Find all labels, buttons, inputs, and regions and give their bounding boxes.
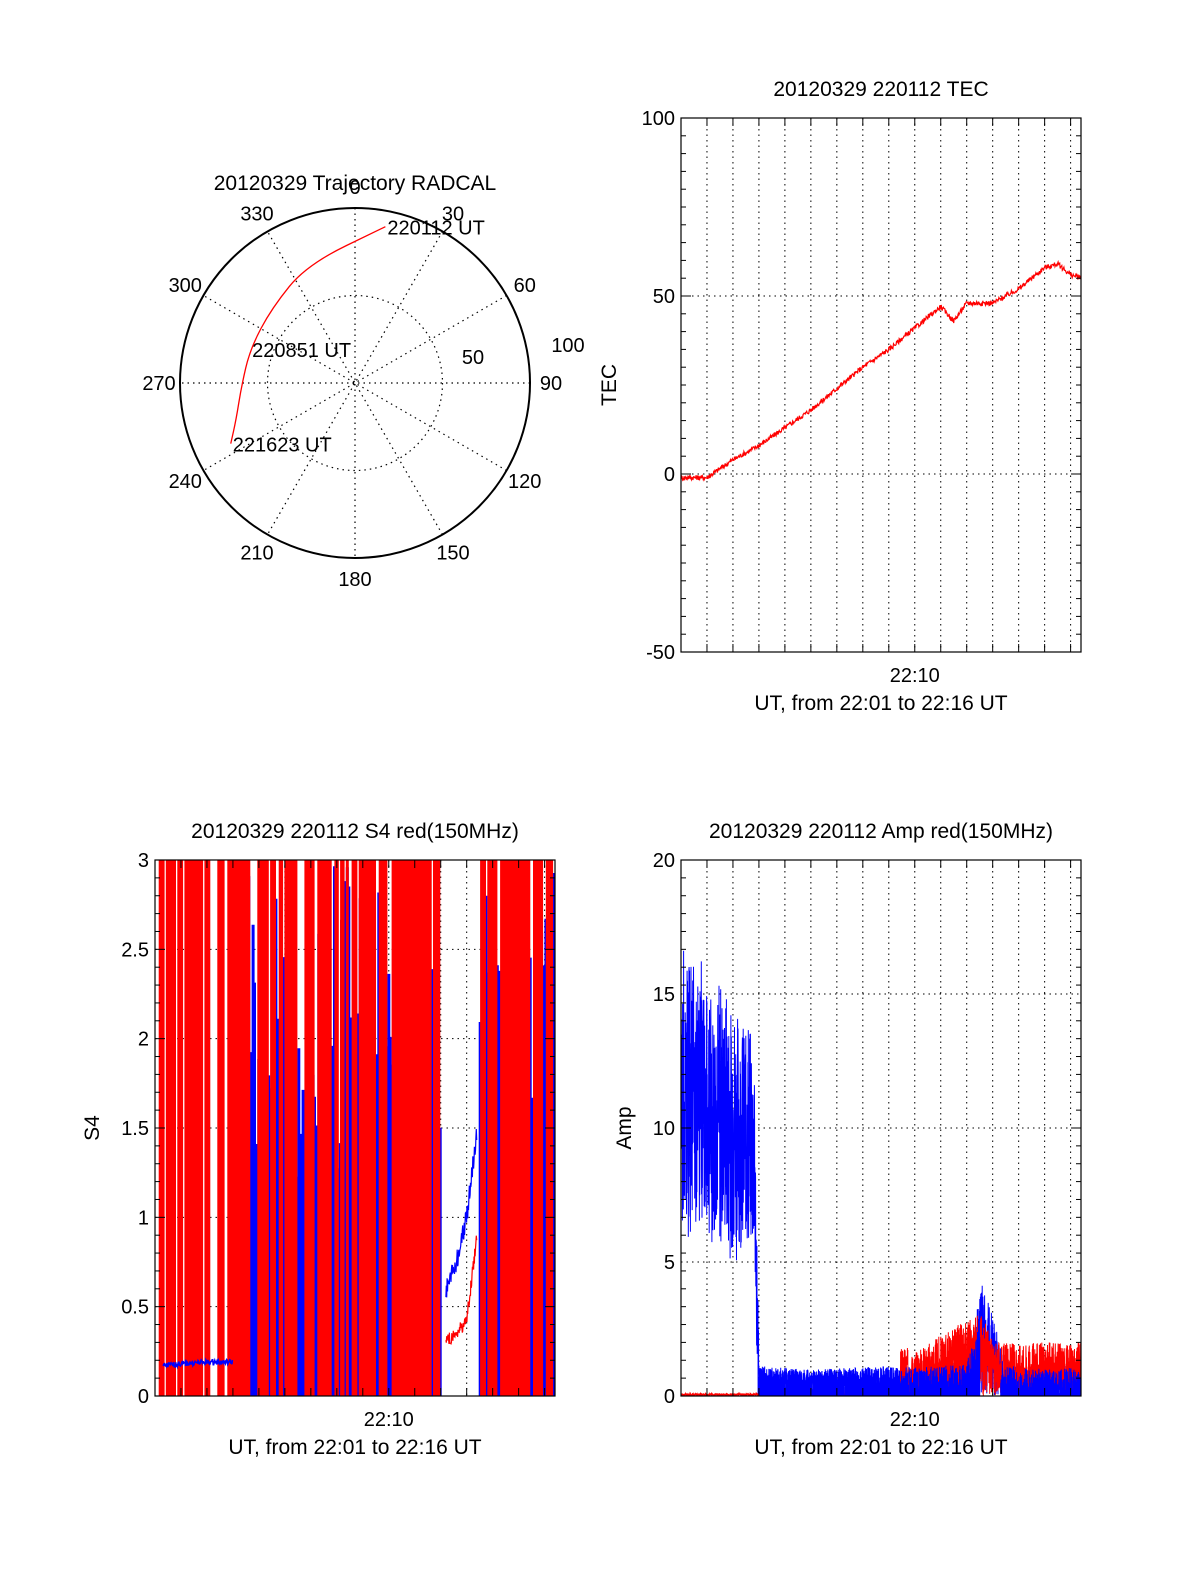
y-tick-label: 5 bbox=[664, 1252, 675, 1274]
plot-area bbox=[681, 950, 1081, 1396]
azimuth-label-330: 330 bbox=[240, 203, 273, 225]
amp-panel: 20120329 220112 Amp red(150MHz) 0 5 10 15 20 2… bbox=[613, 820, 1082, 1459]
polar-spoke bbox=[266, 231, 444, 535]
plot-area bbox=[158, 860, 555, 1396]
polar-spoke bbox=[203, 294, 507, 472]
panel-title: 20120329 220112 Amp red(150MHz) bbox=[709, 820, 1053, 843]
y-axis-label: S4 bbox=[81, 1115, 104, 1141]
series-s4-blue-early bbox=[162, 1357, 234, 1370]
panel-title: 20120329 220112 TEC bbox=[773, 78, 988, 101]
y-tick-label: 0 bbox=[664, 1386, 675, 1408]
y-tick-label: 100 bbox=[642, 108, 675, 130]
series-amp-blue-fill bbox=[758, 1310, 1081, 1396]
azimuth-label-30: 30 bbox=[442, 203, 464, 225]
azimuth-label-300: 300 bbox=[169, 275, 202, 297]
s4-panel: 20120329 220112 S4 red(150MHz)00.511.522… bbox=[81, 820, 556, 1459]
series-amp-blue bbox=[681, 950, 1081, 1396]
y-tick-label: 0 bbox=[138, 1386, 149, 1408]
series-s4-red-gap bbox=[445, 1235, 478, 1346]
x-tick-label: 22:10 bbox=[890, 1409, 940, 1431]
azimuth-label-240: 240 bbox=[169, 471, 202, 493]
series-tec-line bbox=[681, 259, 1081, 482]
x-tick-label: 22:10 bbox=[364, 1409, 414, 1431]
azimuth-label-210: 210 bbox=[240, 543, 273, 565]
series-s4-red-bars bbox=[158, 860, 554, 1396]
azimuth-label-0: 0 bbox=[349, 177, 360, 199]
y-tick-label: 1.5 bbox=[121, 1118, 149, 1140]
trajectory-line bbox=[230, 226, 386, 444]
plot-frame bbox=[680, 117, 1082, 653]
y-tick-label: 3 bbox=[138, 850, 149, 872]
y-tick-label: -50 bbox=[646, 642, 675, 664]
x-tick-label: 22:10 bbox=[890, 665, 940, 687]
y-tick-label: 10 bbox=[653, 1118, 675, 1140]
y-tick-label: 2 bbox=[138, 1029, 149, 1051]
x-axis-label: UT, from 22:01 to 22:16 UT bbox=[228, 1436, 481, 1459]
y-tick-label: 15 bbox=[653, 984, 675, 1006]
azimuth-label-60: 60 bbox=[514, 275, 536, 297]
azimuth-label-90: 90 bbox=[540, 373, 562, 395]
series-s4-blue-gap bbox=[445, 1128, 478, 1298]
radius-label-50: 50 bbox=[462, 347, 484, 369]
plot-area bbox=[681, 259, 1081, 482]
tec-panel: 20120329 220112 TEC -50 0 50 100 22:10 UT, fro… bbox=[598, 78, 1082, 715]
azimuth-label-180: 180 bbox=[338, 569, 371, 591]
polar-spoke bbox=[203, 294, 507, 472]
panel-title: 20120329 220112 S4 red(150MHz) bbox=[191, 820, 519, 843]
azimuth-label-150: 150 bbox=[436, 543, 469, 565]
polar-grid bbox=[179, 207, 531, 559]
trajectory-annotation: 221623 UT bbox=[233, 435, 332, 457]
polar-trajectory-panel: 20120329 Trajectory RADCAL 0 30 60 90 120 150… bbox=[142, 172, 584, 591]
azimuth-label-270: 270 bbox=[142, 373, 175, 395]
y-tick-label: 20 bbox=[653, 850, 675, 872]
radius-label-100: 100 bbox=[551, 335, 584, 357]
y-tick-label: 2.5 bbox=[121, 939, 149, 961]
trajectory-annotation: 220112 UT bbox=[387, 218, 484, 240]
x-axis-label: UT, from 22:01 to 22:16 UT bbox=[754, 692, 1007, 715]
polar-trajectory: 220112 UT 220851 UT 221623 UT bbox=[230, 218, 485, 457]
trajectory-annotation: 220851 UT bbox=[252, 340, 351, 362]
y-tick-label: 0 bbox=[664, 464, 675, 486]
y-axis-label: TEC bbox=[598, 364, 621, 406]
polar-inner-ring bbox=[266, 294, 444, 472]
polar-spoke bbox=[266, 231, 444, 535]
y-axis-label: Amp bbox=[613, 1106, 636, 1149]
x-axis-label: UT, from 22:01 to 22:16 UT bbox=[754, 1436, 1007, 1459]
azimuth-label-120: 120 bbox=[508, 471, 541, 493]
polar-labels: 0 30 60 90 120 150 180 210 240 270 300 330 50 100 bbox=[142, 177, 584, 591]
y-tick-label: 50 bbox=[653, 286, 675, 308]
y-tick-label: 0.5 bbox=[121, 1297, 149, 1319]
polar-title: 20120329 Trajectory RADCAL bbox=[214, 172, 497, 195]
y-tick-label: 1 bbox=[138, 1207, 149, 1229]
